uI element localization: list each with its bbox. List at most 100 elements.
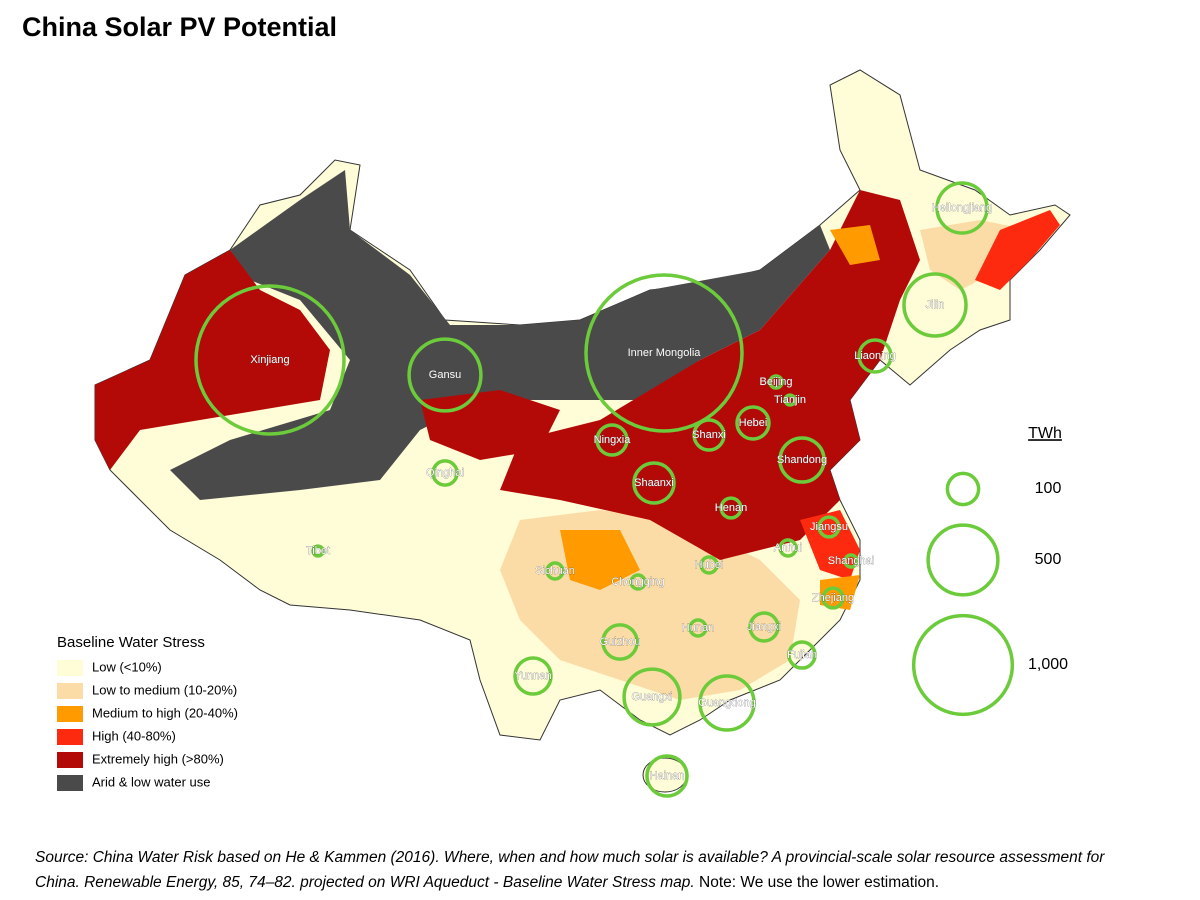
legend-items: Low (<10%) Low to medium (10-20%) Medium t… <box>57 659 238 791</box>
province-bubble <box>698 674 756 732</box>
province-label: Guangxi <box>632 691 673 703</box>
title: China Solar PV Potential <box>22 12 337 42</box>
province-label: Shandong <box>777 454 827 466</box>
province-bubble <box>817 515 841 539</box>
province-bubble <box>843 553 859 569</box>
province-label: Jiangxi <box>747 621 781 633</box>
legend-label: Extremely high (>80%) <box>92 751 224 766</box>
legend-label: Low to medium (10-20%) <box>92 682 237 697</box>
legend-label: Arid & low water use <box>92 774 211 789</box>
province-label: Liaoning <box>854 350 896 362</box>
province-bubble <box>778 538 798 558</box>
province-label: Tianjin <box>774 394 806 406</box>
province-bubble <box>787 640 817 670</box>
source: Source: China Water Risk based on He & K… <box>35 849 1105 866</box>
legend-label: High (40-80%) <box>92 728 176 743</box>
legend-swatch <box>57 729 83 745</box>
province-bubble <box>545 561 565 581</box>
province-label: Jilin <box>926 299 945 311</box>
province-bubble <box>194 284 346 436</box>
legend-swatch <box>57 775 83 791</box>
province-label: Hunan <box>682 622 714 634</box>
province-bubble <box>902 272 968 338</box>
province-label: Beijing <box>759 376 792 388</box>
province-bubble <box>692 418 726 452</box>
province-label: Fujian <box>787 649 817 661</box>
province-label: Qinghai <box>426 467 464 479</box>
province-bubble <box>857 338 893 374</box>
province-bubble <box>699 555 719 575</box>
province-label: Hubei <box>695 559 724 571</box>
province-label: Heilongjiang <box>932 202 993 214</box>
legend-swatch <box>57 752 83 768</box>
map <box>94 69 1071 793</box>
extremely-high-region <box>95 250 330 470</box>
province-label: Anhui <box>774 542 802 554</box>
note: Note: We use the lower estimation. <box>699 874 939 891</box>
province-label: Inner Mongolia <box>628 347 702 359</box>
province-bubble <box>584 273 744 433</box>
size-legend-bubble <box>926 523 1000 597</box>
size-legend-label: 500 <box>1035 551 1062 568</box>
extremely-high-region <box>420 390 560 460</box>
legend-title: Baseline Water Stress <box>57 634 205 651</box>
extremely-high-region <box>500 190 920 560</box>
bubble-legend-title: TWh <box>1028 425 1062 442</box>
province-label: Henan <box>715 502 747 514</box>
province-bubble <box>748 611 780 643</box>
province-label: Hebei <box>739 417 768 429</box>
province-bubble <box>935 181 989 235</box>
province-bubble <box>778 436 826 484</box>
province-bubble <box>431 459 459 487</box>
province-label: Guizhou <box>600 636 641 648</box>
province-label: Guangdong <box>698 697 756 709</box>
province-bubble <box>622 667 682 727</box>
province-label: Ningxia <box>594 434 632 446</box>
bubble-legend: TWh 100 500 1,000 <box>911 425 1068 717</box>
province-label: Xinjiang <box>250 354 289 366</box>
province-label: Shanxi <box>692 429 726 441</box>
province-bubble <box>629 573 647 591</box>
province-bubble <box>601 623 639 661</box>
province-label: Chongqing <box>611 576 664 588</box>
province-bubble <box>645 754 689 798</box>
legend-swatch <box>57 683 83 699</box>
province-label: Zhejiang <box>812 592 854 604</box>
province-label: Gansu <box>429 369 461 381</box>
legend-label: Low (<10%) <box>92 659 162 674</box>
province-bubble <box>719 496 743 520</box>
size-legend-bubble <box>945 471 981 507</box>
note-line: China. Renewable Energy, 85, 74–82. proj… <box>35 874 939 891</box>
province-bubble <box>632 461 676 505</box>
medium-high-region <box>560 530 640 590</box>
province-bubble <box>768 374 784 390</box>
province-bubble <box>513 656 553 696</box>
bubble-layer: Xinjiang Inner Mongolia Gansu Heilongjiang J… <box>194 181 993 798</box>
province-bubble <box>783 393 797 407</box>
province-bubble <box>595 423 629 457</box>
arid-region <box>170 170 830 500</box>
source-continued: China. Renewable Energy, 85, 74–82. proj… <box>35 874 695 891</box>
water-stress-legend: Baseline Water Stress Low (<10%) Low to m… <box>57 634 238 791</box>
province-label: Yunnan <box>514 670 551 682</box>
province-label: Shaanxi <box>634 477 674 489</box>
province-label: Shanghai <box>828 555 875 567</box>
province-label: Tibet <box>306 545 330 557</box>
medium-high-region <box>830 225 880 265</box>
size-legend-label: 100 <box>1035 480 1062 497</box>
high-region <box>975 210 1060 290</box>
legend-swatch <box>57 660 83 676</box>
province-label: Jiangsu <box>810 521 848 533</box>
province-bubble <box>311 544 325 558</box>
province-label: Sichuan <box>535 565 575 577</box>
province-bubble <box>407 337 483 413</box>
province-bubble <box>735 405 771 441</box>
legend-swatch <box>57 706 83 722</box>
province-label: Hainan <box>650 770 685 782</box>
province-bubble <box>688 618 708 638</box>
size-legend-label: 1,000 <box>1028 656 1068 673</box>
province-bubble <box>821 586 845 610</box>
legend-label: Medium to high (20-40%) <box>92 705 238 720</box>
size-legend-bubble <box>911 613 1015 717</box>
